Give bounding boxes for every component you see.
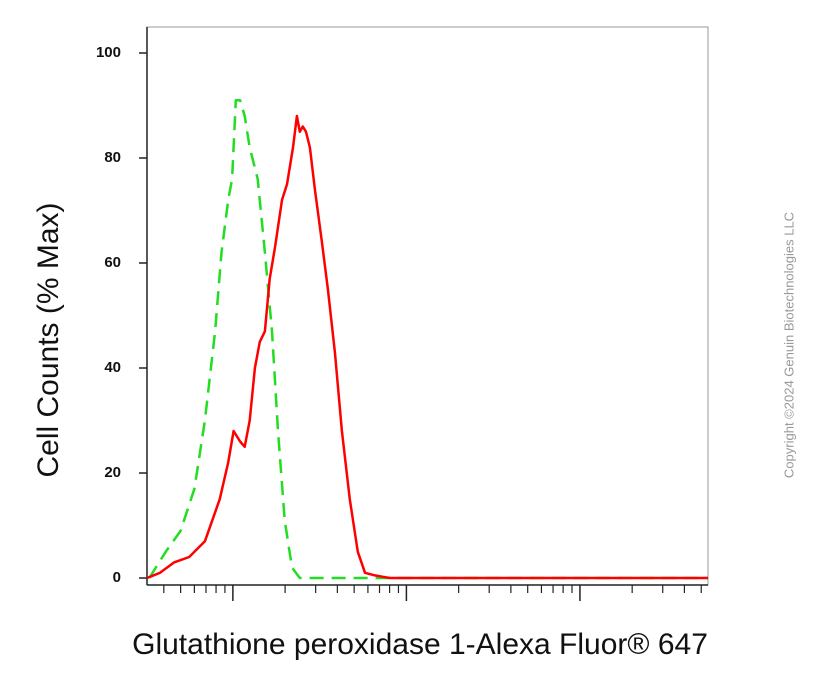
y-tick-label: 0 (113, 569, 121, 586)
y-tick-label: 100 (96, 44, 121, 61)
x-axis-label: Glutathione peroxidase 1-Alexa Fluor® 64… (132, 628, 708, 661)
histogram-line (148, 99, 708, 580)
y-tick-label: 60 (104, 254, 121, 271)
y-tick-label: 40 (104, 359, 121, 376)
watermark: Copyright ©2024 Genuin Biotechnologies L… (781, 212, 796, 478)
y-axis-label: Cell Counts (% Max) (32, 202, 65, 477)
histogram-line (146, 114, 708, 580)
y-tick-label: 20 (104, 464, 121, 481)
plot-frame (146, 26, 709, 586)
y-tick-label: 80 (104, 149, 121, 166)
